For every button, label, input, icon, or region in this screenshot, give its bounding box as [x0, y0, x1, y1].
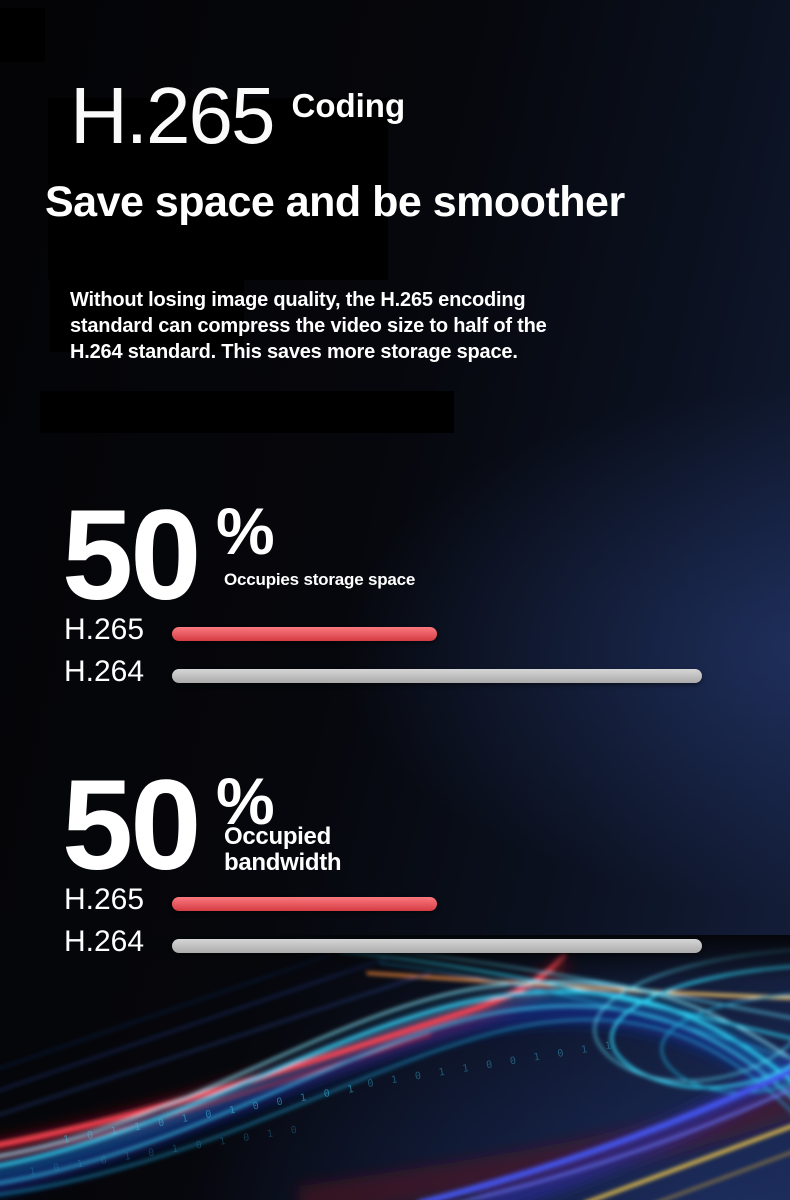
title-suffix: Coding [291, 87, 406, 124]
storage-percent-value: 50 [62, 484, 201, 627]
bar-label-h265: H.265 [64, 883, 145, 916]
paragraph-line: Without losing image quality, the H.265 … [70, 289, 526, 311]
caption-line: Occupied [224, 823, 331, 850]
redacted-block-title [48, 98, 388, 280]
bar-label-h264: H.264 [64, 925, 145, 958]
bandwidth-stat-section: 50 % Occupied bandwidth H.265 H.264 [0, 762, 790, 982]
page-title: H.265 Coding [70, 76, 405, 156]
paragraph-line: H.264 standard. This saves more storage … [70, 341, 518, 363]
paragraph-line: standard can compress the video size to … [70, 315, 547, 337]
bar-h264-storage [172, 669, 702, 683]
redacted-block-corner [0, 8, 45, 62]
bar-label-h264: H.264 [64, 655, 145, 688]
bandwidth-percent-value: 50 [62, 754, 201, 897]
caption-line: Occupies storage space [224, 570, 416, 589]
bar-label-h265: H.265 [64, 613, 145, 646]
redacted-block-banner [40, 391, 454, 433]
subtitle: Save space and be smoother [45, 178, 625, 226]
trail-lines [0, 940, 790, 1200]
storage-stat-section: 50 % Occupies storage space H.265 H.264 [0, 492, 790, 712]
redacted-block-paragraph [50, 278, 244, 352]
bar-h265-storage [172, 627, 437, 641]
storage-caption: Occupies storage space [224, 570, 415, 590]
bar-h265-bandwidth [172, 897, 437, 911]
title-main: H.265 [70, 71, 275, 160]
percent-sign: % [216, 764, 275, 838]
bandwidth-caption: Occupied bandwidth [224, 823, 342, 876]
bar-h264-bandwidth [172, 939, 702, 953]
caption-line: bandwidth [224, 849, 342, 876]
intro-paragraph: Without losing image quality, the H.265 … [70, 287, 547, 365]
percent-sign: % [216, 494, 275, 568]
